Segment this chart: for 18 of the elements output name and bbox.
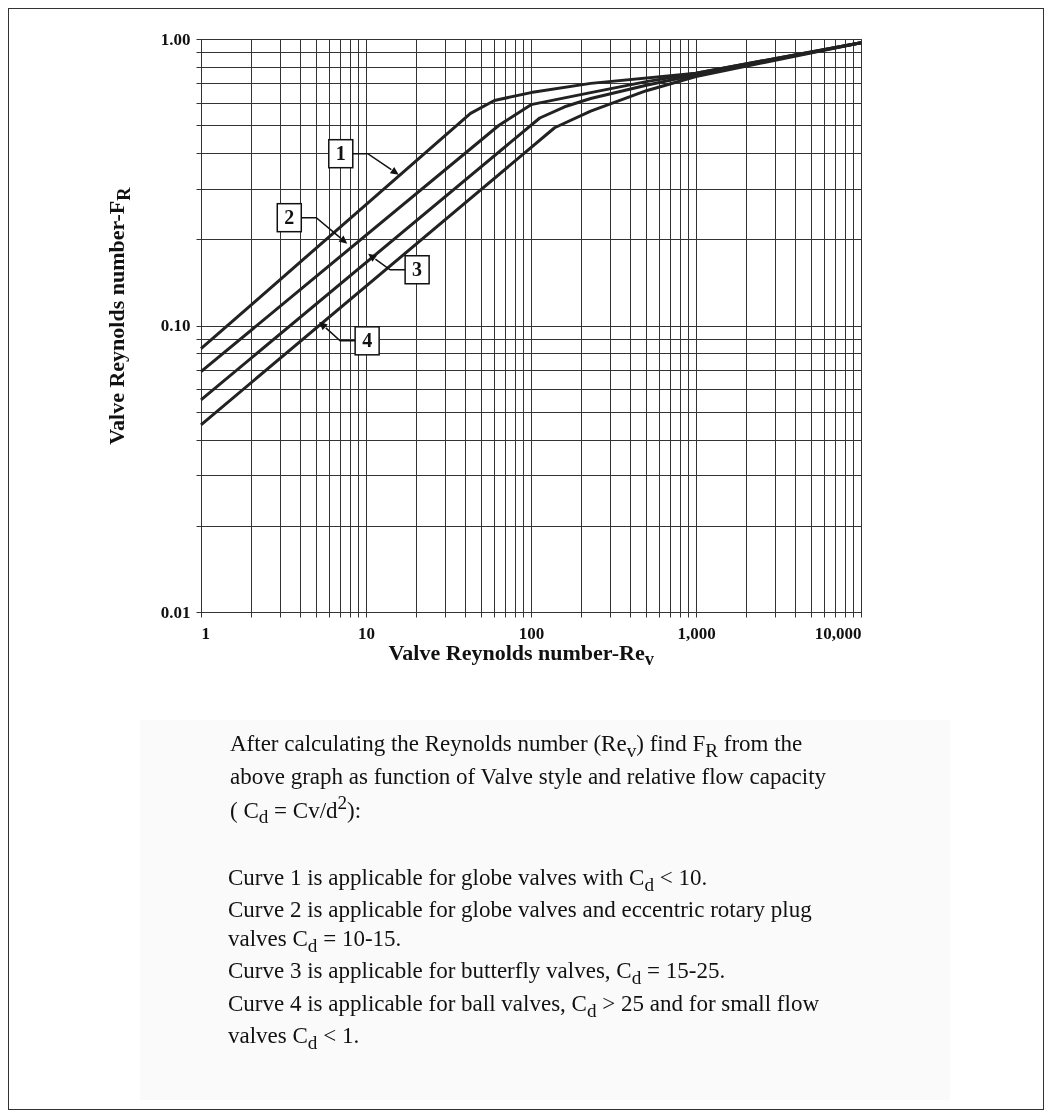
- text: Curve 2 is applicable for globe valves and eccentric rotary plug valves C$_{d}$ = 10-15.: [228, 896, 813, 958]
- annotation: 4: [362, 328, 373, 351]
- text: Curve 4 is applicable for ball valves, C$_{d}$ > 25 and for small flow valves C$_{d}$ < 1.: [228, 990, 820, 1054]
- annotation: 3: [412, 257, 423, 280]
- text: Curve 3 is applicable for butterfly valves, C$_{d}$ = 15-25.: [228, 957, 727, 990]
- text: Curve 1 is applicable for globe valves with C$_{d}$ < 10.: [228, 863, 709, 897]
- annotation: 2: [284, 205, 295, 228]
- x-tick-label: 1: [201, 623, 210, 643]
- x-tick-label: 1,000: [677, 623, 716, 643]
- x-axis-title: Valve Reynolds number-Re$_{v}$: [388, 640, 654, 671]
- annotation: 1: [335, 141, 346, 164]
- y-tick-label: 0.01: [160, 602, 191, 622]
- y-tick-label: 1.00: [160, 29, 191, 49]
- x-tick-label: 10,000: [814, 623, 862, 643]
- text: After calculating the Reynolds number (Re$_{v}$) find F$_{R}$ from the above graph as function of Valve style and relative flow capacity ( C$_{d}$ = Cv/d$^{2}$):: [230, 731, 827, 828]
- y-tick-label: 0.10: [160, 316, 191, 335]
- x-tick-label: 100: [518, 623, 545, 643]
- x-tick-label: 10: [358, 623, 375, 643]
